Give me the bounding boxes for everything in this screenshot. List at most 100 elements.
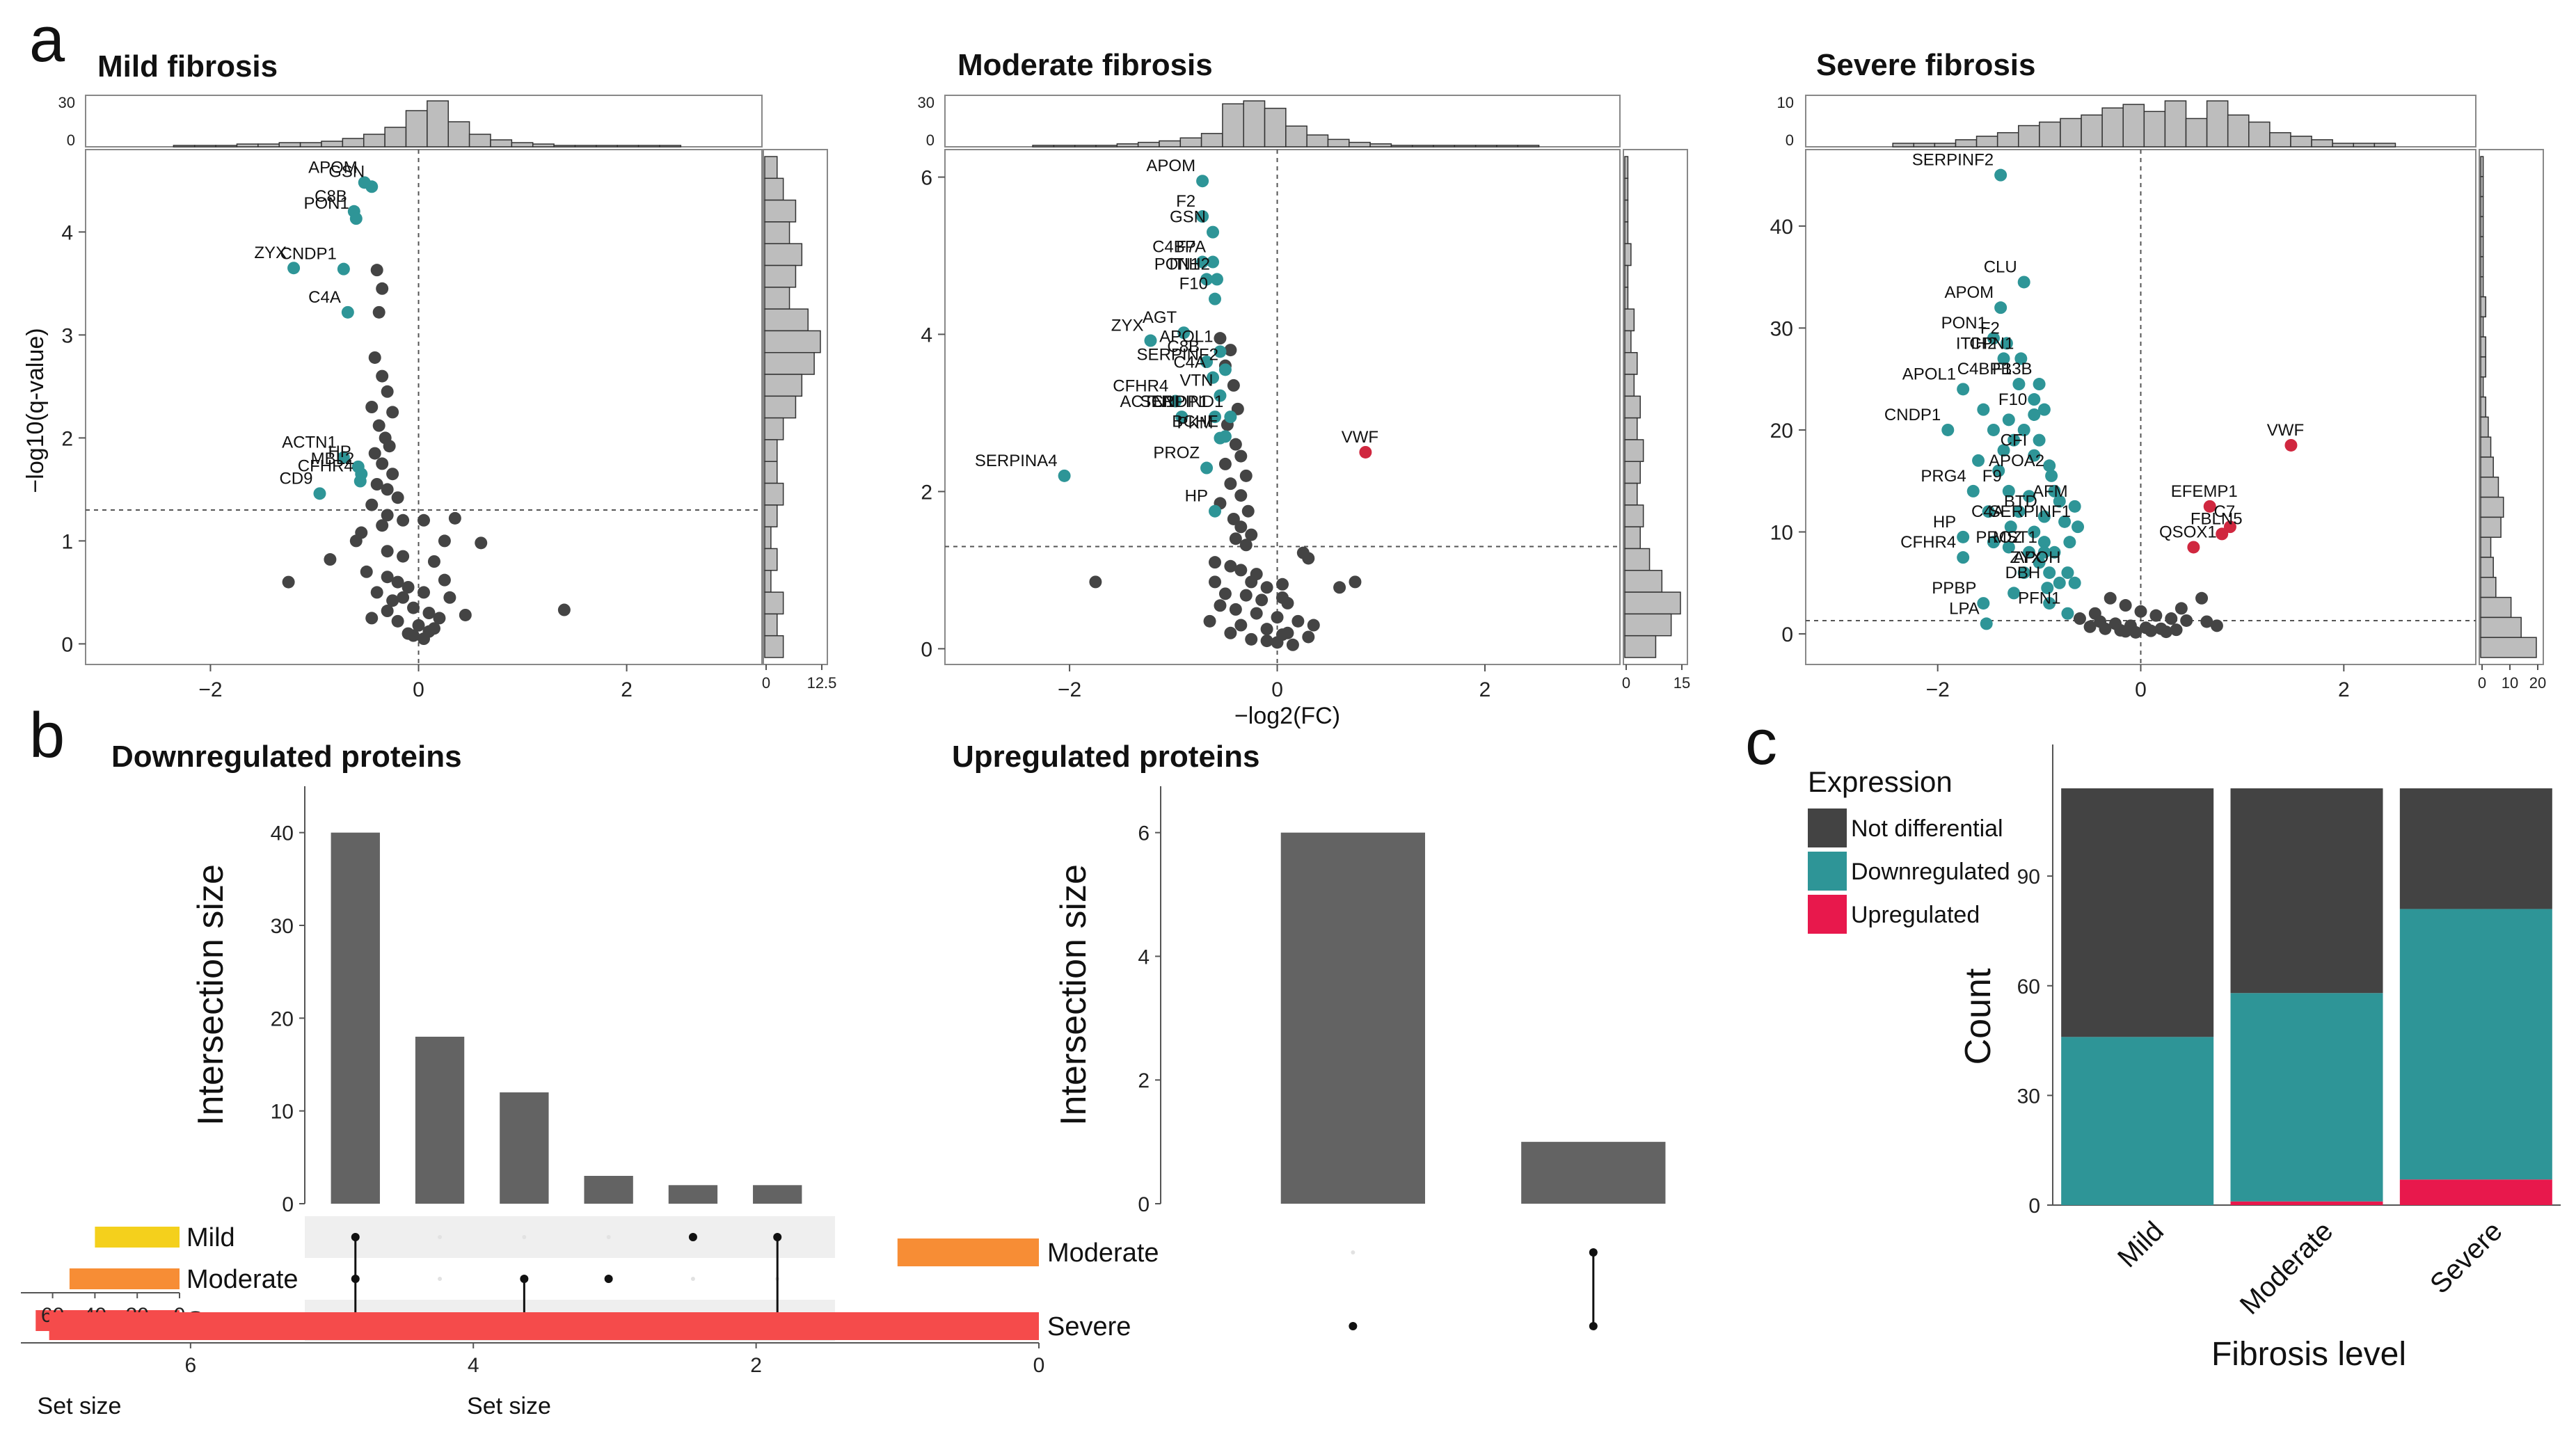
nonsignificant-point <box>381 571 394 584</box>
gene-label: C4BPB <box>1957 360 2012 379</box>
gene-label: CD9 <box>279 469 312 488</box>
labeled-point-cfhr4 <box>1169 395 1182 408</box>
labeled-point-cpn1 <box>2014 352 2028 365</box>
y-tick-label: 40 <box>1770 216 1793 239</box>
upset-tick-label: 4 <box>1138 946 1150 969</box>
gene-label: CNDP1 <box>1152 392 1208 411</box>
side-histogram-bar <box>1624 526 1641 550</box>
nonsignificant-point <box>381 545 394 558</box>
side-histogram-tick: 10 <box>2502 674 2518 692</box>
gene-label: PON1 <box>1941 314 1987 333</box>
top-histogram-bar <box>1517 145 1540 148</box>
gene-label: HP <box>1185 487 1208 506</box>
nonsignificant-point <box>383 440 396 453</box>
stacked-bar-chart: 0 30 60 90 Count Mild Moderate Severe Fibrosis l… <box>1808 744 2561 1373</box>
nonsignificant-point <box>386 594 399 607</box>
side-histogram-bar <box>764 482 784 506</box>
significant-point <box>2053 495 2066 508</box>
gene-label: PROZ <box>1153 444 1200 463</box>
membership-dot-empty <box>522 1235 527 1239</box>
side-histogram-bar <box>1624 308 1635 332</box>
gene-label: CPN1 <box>1969 334 2014 353</box>
labeled-point-vwf <box>2284 438 2298 452</box>
side-histogram-bar <box>764 374 803 397</box>
top-histogram-tick: 30 <box>918 94 935 111</box>
labeled-point-cndp1 <box>337 262 350 276</box>
labeled-point-vtn <box>1214 389 1227 402</box>
y-tick-label: 2 <box>921 481 932 504</box>
significant-point <box>2043 459 2056 472</box>
nonsignificant-point <box>391 614 404 628</box>
top-histogram-bar <box>2143 111 2166 148</box>
gene-label: QSOX1 <box>2159 523 2217 541</box>
nonsignificant-point <box>433 612 446 625</box>
top-histogram-bar <box>2122 104 2145 148</box>
side-histogram-bar <box>1624 287 1629 310</box>
side-histogram-bar <box>2480 557 2494 578</box>
side-histogram-bar <box>764 156 778 180</box>
side-histogram-bar <box>2480 496 2504 518</box>
stacked-segment-upregulated <box>2230 1201 2383 1205</box>
gene-label: DBH <box>2005 564 2041 582</box>
gene-label: GSN <box>1170 208 1206 227</box>
y-tick-label: 4 <box>921 324 932 346</box>
labeled-point-btd <box>2037 510 2051 523</box>
volcano-y-axis-label: −log10(q-value) <box>22 328 49 493</box>
x-tick-label: 2 <box>621 678 633 701</box>
gene-label: CFHR4 <box>1113 377 1168 396</box>
y-tick-label: 1 <box>61 530 73 553</box>
top-histogram-bar <box>1032 145 1055 148</box>
nonsignificant-point <box>2175 602 2188 615</box>
labeled-point-lpa <box>1980 617 1993 630</box>
top-histogram-bar <box>2248 121 2271 148</box>
side-histogram-bar <box>2480 156 2484 177</box>
top-histogram-bar <box>215 145 238 148</box>
nonsignificant-point <box>1234 520 1248 534</box>
gene-label: SERPIND1 <box>1140 392 1223 411</box>
membership-dot-filled <box>604 1275 613 1283</box>
side-histogram-bar <box>764 221 790 244</box>
top-histogram-bar <box>2332 143 2355 148</box>
nonsignificant-point <box>324 553 337 566</box>
gene-label: PPBP <box>1932 579 1976 598</box>
upset-tick-label: 30 <box>271 915 294 938</box>
set-name-label: Moderate <box>1047 1238 1159 1268</box>
top-histogram-bar <box>2018 125 2040 148</box>
intersection-bar <box>1521 1142 1666 1204</box>
gene-label: C4A <box>1173 353 1206 372</box>
volcano-title: Moderate fibrosis <box>957 48 1213 82</box>
labeled-point-gsn <box>1207 225 1220 239</box>
labeled-point-c4a <box>1207 371 1220 384</box>
labeled-point-clu <box>2017 276 2030 289</box>
y-tick-label: 10 <box>1770 522 1793 545</box>
significant-point <box>1997 444 2010 457</box>
labeled-point-c4bpb <box>2012 378 2026 391</box>
significant-point <box>2007 587 2021 600</box>
top-histogram-bar <box>299 142 322 148</box>
side-histogram-bar <box>1624 635 1657 658</box>
top-histogram-bar <box>468 134 491 148</box>
gene-label: BCHE <box>1172 412 1218 431</box>
side-histogram-bar <box>2480 356 2487 378</box>
set-name-label: Moderate <box>186 1265 299 1294</box>
top-histogram-bar <box>596 145 618 148</box>
gene-label: SERPINF2 <box>1137 345 1218 364</box>
nonsignificant-point <box>1239 589 1253 602</box>
top-histogram-tick: 10 <box>1777 94 1794 111</box>
set-size-bar <box>897 1238 1039 1266</box>
upset-y-axis-label: Intersection size <box>191 864 231 1126</box>
gene-label: C8B <box>1167 337 1200 356</box>
labeled-point-cfhr4 <box>353 475 367 488</box>
nonsignificant-point <box>1218 587 1232 600</box>
side-histogram-bar <box>1624 374 1635 397</box>
nonsignificant-point <box>376 519 389 532</box>
intersection-bar <box>415 1037 465 1204</box>
upset-title: Downregulated proteins <box>111 740 462 774</box>
x-tick-label: −2 <box>198 678 222 701</box>
side-histogram-bar <box>1624 243 1632 266</box>
side-histogram-bar <box>1624 221 1629 244</box>
labeled-point-prg4 <box>1966 484 1980 497</box>
labeled-point-serpinf2 <box>1994 168 2007 182</box>
nonsignificant-point <box>443 591 456 604</box>
nonsignificant-point <box>1209 556 1221 569</box>
